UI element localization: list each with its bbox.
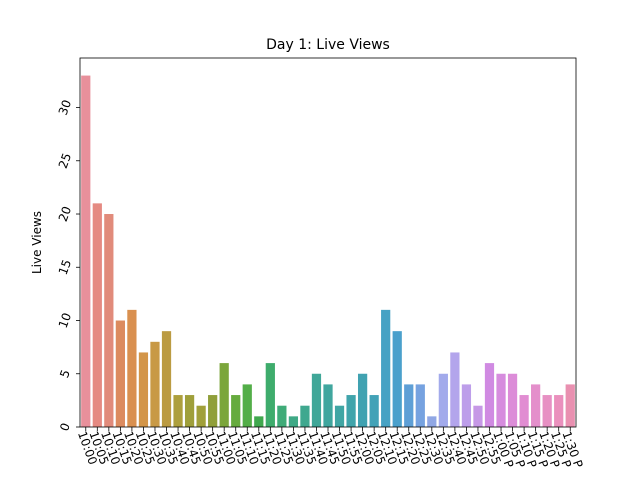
bar-10-45 [184, 395, 195, 427]
bar-10-40 [173, 395, 183, 427]
bar-12-30 [427, 416, 437, 427]
bar-12-45 [461, 384, 472, 427]
bar-12-10 [381, 309, 391, 427]
bar-11-45 [323, 384, 333, 427]
bar-1-25-p [554, 395, 564, 427]
bar-10-10 [104, 214, 114, 427]
bar-10-05 [92, 203, 102, 427]
bar-11-15 [254, 416, 264, 427]
bar-11-05 [231, 395, 241, 427]
bar-10-50 [196, 405, 206, 427]
bar-10-15 [115, 320, 125, 427]
bar-11-20 [265, 363, 275, 427]
bar-11-00 [219, 363, 229, 427]
bar-10-30 [150, 341, 160, 427]
bar-11-40 [311, 373, 322, 427]
bar-11-25 [277, 405, 287, 427]
y-tick-label: 10 [56, 311, 74, 330]
y-tick-label: 20 [56, 204, 74, 223]
bar-11-35 [300, 405, 310, 427]
bar-12-35 [438, 373, 448, 427]
y-tick-label: 15 [56, 258, 74, 277]
bar-10-35 [161, 331, 172, 427]
bar-12-15 [392, 331, 402, 427]
bars [81, 75, 575, 427]
bar-12-20 [404, 384, 414, 427]
y-axis: 0 5 10 15 20 25 30 [56, 98, 80, 433]
y-tick-label: 5 [57, 368, 73, 380]
bar-10-25 [138, 352, 149, 427]
bar-12-05 [369, 395, 379, 427]
bar-1-20-p [542, 395, 552, 427]
bar-10-20 [127, 309, 137, 427]
y-tick-label: 25 [56, 151, 74, 170]
y-axis-label: Live Views [30, 211, 44, 274]
bar-10-55 [208, 395, 218, 427]
bar-1-00-p [496, 373, 506, 427]
bar-1-05-p [507, 373, 518, 427]
bar-1-30-p [565, 384, 575, 427]
y-tick-label: 0 [57, 421, 73, 433]
bar-11-55 [346, 395, 356, 427]
chart-title: Day 1: Live Views [266, 37, 390, 53]
bar-12-40 [450, 352, 460, 427]
bar-12-55 [484, 363, 495, 427]
x-axis: 10:0010:0510:1010:1510:2010:2510:3010:35… [75, 427, 586, 470]
y-tick-label: 30 [56, 98, 74, 117]
bar-12-00 [357, 373, 368, 427]
bar-1-15-p [531, 384, 541, 427]
bar-11-10 [242, 384, 252, 427]
bar-10-00 [81, 75, 91, 427]
bar-11-30 [288, 416, 299, 427]
bar-11-50 [334, 405, 345, 427]
bar-12-50 [473, 405, 483, 427]
bar-1-10-p [519, 395, 529, 427]
bar-12-25 [415, 384, 425, 427]
